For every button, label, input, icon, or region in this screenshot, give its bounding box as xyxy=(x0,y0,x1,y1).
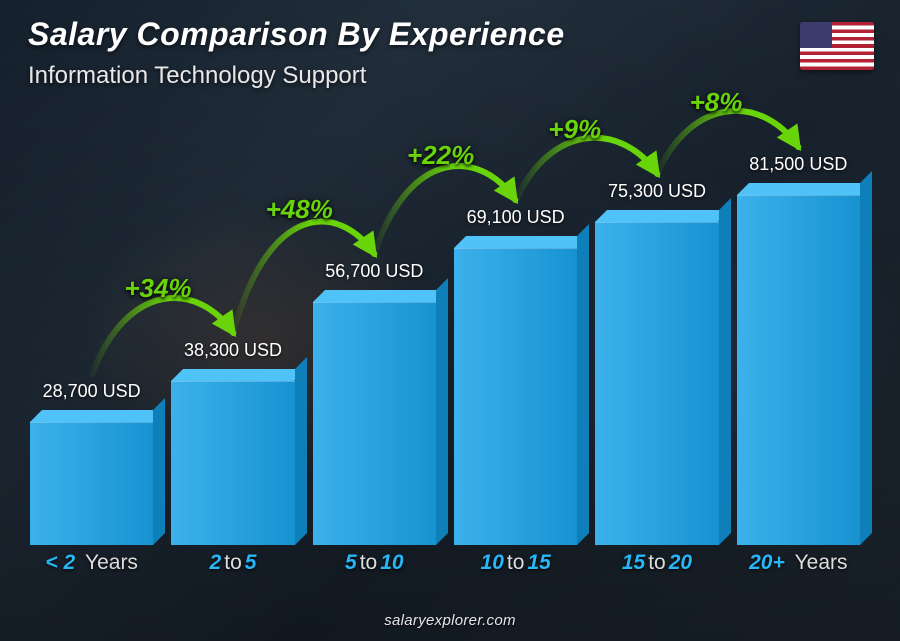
x-axis-label: 10to15 xyxy=(454,551,577,575)
bar xyxy=(30,422,153,545)
bar xyxy=(595,222,718,545)
bar-column: 38,300 USD xyxy=(171,381,294,545)
bar xyxy=(454,248,577,545)
x-axis-label: 20+ Years xyxy=(737,551,860,575)
bar-value-label: 81,500 USD xyxy=(749,154,847,175)
bar-column: 75,300 USD xyxy=(595,222,718,545)
bar-column: 81,500 USD xyxy=(737,195,860,545)
flag-icon xyxy=(800,22,874,70)
bar-value-label: 56,700 USD xyxy=(325,261,423,282)
x-axis-label: < 2 Years xyxy=(30,551,153,575)
bar xyxy=(171,381,294,545)
bar-column: 28,700 USD xyxy=(30,422,153,545)
bar xyxy=(737,195,860,545)
bar xyxy=(313,302,436,545)
bar-column: 56,700 USD xyxy=(313,302,436,545)
page-subtitle: Information Technology Support xyxy=(28,62,366,90)
bar-chart: 28,700 USD38,300 USD56,700 USD69,100 USD… xyxy=(30,100,860,571)
bar-value-label: 69,100 USD xyxy=(467,207,565,228)
bar-value-label: 75,300 USD xyxy=(608,181,706,202)
chart-stage: Salary Comparison By Experience Informat… xyxy=(0,0,900,641)
bar-column: 69,100 USD xyxy=(454,248,577,545)
x-axis-label: 15to20 xyxy=(595,551,718,575)
bar-value-label: 38,300 USD xyxy=(184,340,282,361)
bar-value-label: 28,700 USD xyxy=(43,381,141,402)
x-axis-label: 2to5 xyxy=(171,551,294,575)
page-title: Salary Comparison By Experience xyxy=(28,16,565,53)
footer-attribution: salaryexplorer.com xyxy=(0,612,900,629)
x-axis-label: 5to10 xyxy=(313,551,436,575)
